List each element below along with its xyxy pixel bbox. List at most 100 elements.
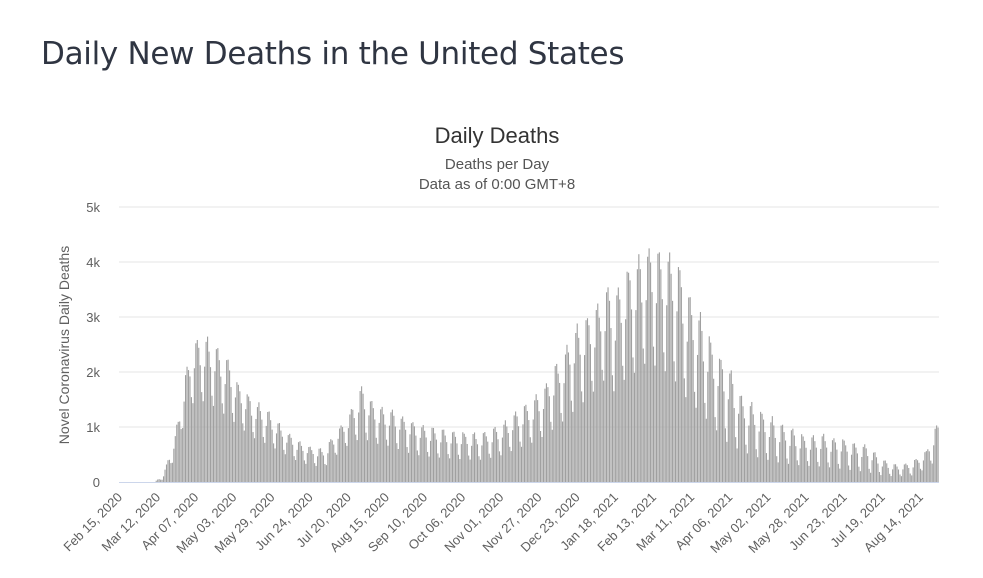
bar [535, 394, 537, 482]
bar [201, 392, 203, 482]
bar [682, 323, 684, 482]
bar [205, 341, 207, 482]
bar [902, 469, 904, 482]
bar [171, 462, 173, 482]
y-tick-label: 2k [86, 365, 100, 380]
bar [478, 456, 480, 482]
bar [905, 463, 907, 482]
bar [698, 320, 700, 482]
bar [827, 462, 829, 482]
bar [626, 271, 628, 482]
bar [632, 357, 634, 482]
bar [375, 437, 377, 482]
bar [660, 269, 662, 482]
bar [909, 473, 911, 482]
bar [520, 446, 523, 482]
bar [787, 463, 790, 482]
bar [586, 318, 589, 482]
bar [337, 438, 339, 482]
bar [270, 420, 272, 482]
bar [739, 396, 741, 482]
bar [670, 273, 672, 482]
bar [748, 425, 750, 482]
bar [182, 428, 184, 482]
bar [845, 445, 847, 482]
bar [466, 443, 468, 482]
bar [912, 467, 914, 482]
bar [366, 440, 369, 482]
bar [600, 331, 602, 482]
bar [764, 432, 766, 482]
bar [776, 456, 778, 482]
bar [648, 248, 650, 482]
bar [592, 391, 594, 482]
bar [493, 428, 495, 482]
bar [563, 383, 565, 482]
bar [198, 347, 200, 482]
bar [680, 287, 682, 482]
bar [393, 415, 395, 482]
bar [437, 453, 439, 482]
bar [780, 425, 782, 482]
bar [710, 342, 712, 482]
bar [315, 465, 317, 482]
bar [796, 460, 798, 482]
bar [268, 411, 270, 482]
bar [661, 299, 663, 482]
bar [229, 370, 231, 482]
bar [743, 418, 746, 482]
y-axis-label: Novel Coronavirus Daily Deaths [56, 246, 72, 444]
bar [616, 295, 618, 482]
bar [790, 430, 792, 482]
bar [506, 426, 508, 482]
bar [723, 391, 725, 482]
bar [207, 336, 209, 482]
bar [280, 430, 282, 482]
bar [928, 451, 930, 482]
bar [771, 416, 773, 482]
bar [347, 428, 349, 482]
bar [463, 433, 465, 482]
bar [774, 437, 776, 482]
bar [314, 463, 316, 482]
bar [623, 379, 625, 482]
bar [638, 254, 640, 482]
bar [192, 403, 194, 482]
bar [936, 425, 938, 482]
bar [918, 462, 920, 482]
bar [214, 371, 216, 482]
bar [321, 452, 323, 482]
bar [745, 444, 747, 482]
bar [374, 419, 376, 482]
y-tick-label: 3k [86, 310, 100, 325]
bar [858, 466, 860, 482]
bar [157, 479, 159, 482]
bar [475, 439, 477, 482]
bar [735, 437, 737, 482]
bar [892, 469, 894, 482]
bar [485, 436, 487, 482]
bar [237, 384, 239, 482]
bar [327, 453, 329, 482]
bar [767, 459, 769, 482]
bar [419, 437, 421, 482]
bar [768, 437, 770, 482]
bar [704, 402, 706, 482]
bar [789, 445, 791, 482]
bar [614, 340, 616, 482]
bar [403, 421, 405, 482]
bar [694, 391, 696, 482]
bar [482, 433, 484, 482]
bar [752, 414, 754, 482]
bar [629, 280, 631, 482]
bar [673, 361, 675, 482]
bar [683, 378, 685, 482]
bar [224, 384, 226, 482]
bar [456, 443, 458, 482]
bar [487, 441, 489, 482]
bar [195, 343, 197, 482]
bar [183, 401, 185, 482]
bar [674, 381, 677, 482]
bar [363, 409, 366, 482]
bar [921, 470, 923, 482]
